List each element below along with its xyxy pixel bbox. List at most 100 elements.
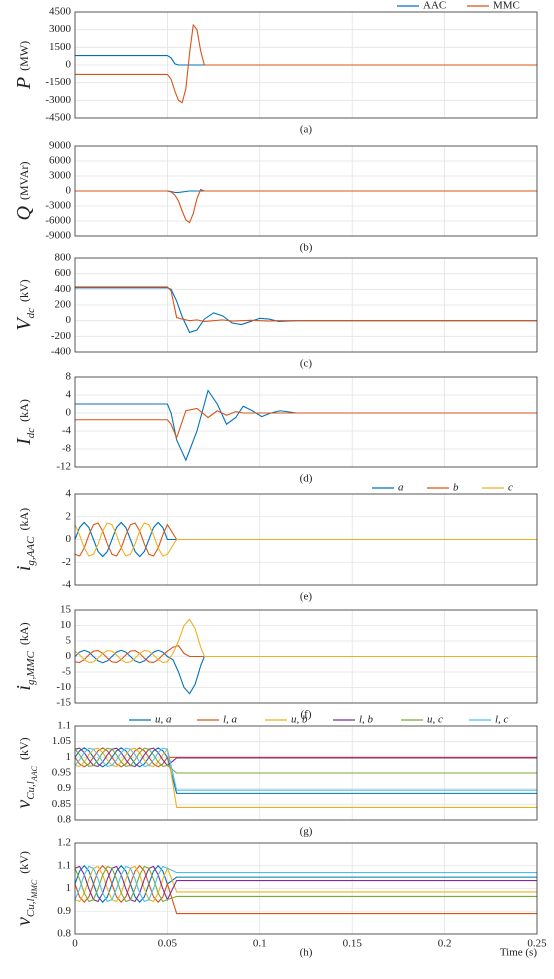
- series-line: [74, 747, 537, 768]
- x-tick-label: 0.15: [343, 938, 363, 950]
- legend-label: u, a: [155, 714, 172, 726]
- y-tick-label: 0.95: [52, 767, 72, 779]
- series-line: [75, 286, 537, 323]
- legend-label: l, c: [495, 714, 509, 726]
- plot-frame: [74, 376, 538, 468]
- y-tick-label: -4: [62, 579, 72, 591]
- y-tick-label: -3000: [45, 200, 71, 212]
- y-tick-label: 1: [66, 751, 72, 763]
- y-tick-label: -1500: [45, 76, 71, 88]
- y-label-symbol: I: [13, 437, 35, 446]
- y-tick-label: 1.1: [57, 859, 71, 871]
- series-line: [74, 747, 537, 791]
- series-line: [74, 747, 537, 794]
- series-line: [74, 865, 537, 903]
- y-label-sub: dc: [25, 428, 37, 439]
- y-label: Q (MVAr): [13, 162, 35, 221]
- series-line: [74, 865, 537, 903]
- y-unit: (MW): [17, 41, 31, 71]
- y-label-symbol: Q: [13, 205, 35, 220]
- x-tick-label: 0: [72, 938, 78, 950]
- series-line: [74, 522, 537, 557]
- plot-frame: [74, 11, 538, 119]
- y-label: ig,AAC (kA): [13, 508, 37, 571]
- y-tick-label: 0: [66, 59, 72, 71]
- x-tick-label: 0.25: [527, 938, 547, 950]
- legend-label: AAC: [423, 0, 446, 12]
- y-tick-label: -4500: [45, 112, 71, 124]
- y-tick-label: 0: [66, 533, 72, 545]
- y-tick-label: -15: [56, 697, 71, 709]
- plot-frame: [74, 493, 538, 586]
- y-label-symbol: v: [13, 917, 35, 926]
- y-unit: (kA): [17, 622, 31, 645]
- y-unit: (kV): [17, 737, 31, 760]
- y-tick-label: 4: [66, 488, 72, 500]
- y-tick-label: 0.9: [57, 782, 71, 794]
- y-tick-label: 0.85: [52, 798, 72, 810]
- series-line: [74, 864, 537, 903]
- y-tick-label: 1: [66, 882, 72, 894]
- y-tick-label: 10: [60, 619, 72, 631]
- y-label: ig,MMC (kA): [13, 622, 37, 690]
- y-tick-label: 1.05: [52, 735, 72, 747]
- y-unit: (kV): [17, 851, 31, 874]
- y-tick-label: 600: [55, 267, 72, 279]
- y-tick-label: 8: [66, 371, 72, 383]
- y-tick-label: 2: [66, 510, 72, 522]
- y-tick-label: 4500: [49, 6, 72, 18]
- plot-frame: [74, 842, 538, 935]
- legend-label: u, c: [427, 714, 443, 726]
- y-label: Vdc (kV): [13, 279, 37, 330]
- y-tick-label: 6000: [49, 155, 72, 167]
- y-tick-label: 200: [55, 299, 72, 311]
- series-line: [74, 645, 537, 664]
- y-tick-label: -200: [51, 330, 72, 342]
- series-line: [75, 188, 537, 224]
- y-tick-label: 0.9: [57, 905, 71, 917]
- y-tick-label: -400: [51, 346, 72, 358]
- y-tick-label: -3000: [45, 94, 71, 106]
- y-tick-label: 3000: [49, 170, 72, 182]
- legend-label: l, a: [223, 714, 238, 726]
- y-label-symbol: v: [13, 800, 35, 809]
- y-tick-label: 1500: [49, 41, 72, 53]
- series-line: [74, 865, 537, 903]
- y-tick-label: 0.8: [57, 928, 71, 940]
- series-line: [74, 747, 537, 774]
- series-line: [74, 618, 537, 664]
- caption: (h): [300, 947, 313, 959]
- y-label-symbol: V: [13, 316, 35, 331]
- y-tick-label: 1.1: [57, 720, 71, 732]
- y-label: P (MW): [13, 41, 35, 90]
- y-tick-label: 0: [66, 650, 72, 662]
- y-tick-label: -5: [62, 666, 72, 678]
- y-label-sub: g,MMC: [25, 650, 37, 685]
- y-tick-label: 0.8: [57, 814, 71, 826]
- legend-label: c: [508, 482, 513, 494]
- x-tick-label: 0.05: [158, 938, 178, 950]
- legend-label: a: [398, 482, 404, 494]
- y-label-symbol: i: [13, 685, 35, 691]
- caption: (f): [301, 709, 312, 721]
- y-unit: (kA): [17, 399, 31, 422]
- caption: (g): [300, 826, 313, 838]
- y-tick-label: -9000: [45, 230, 71, 242]
- y-tick-label: -12: [56, 461, 71, 473]
- y-label: vCu,lAAC (kV): [13, 737, 39, 808]
- caption: (e): [300, 591, 313, 603]
- series-line: [74, 865, 537, 903]
- y-tick-label: -4: [62, 425, 72, 437]
- legend-label: b: [453, 482, 459, 494]
- y-label: Idc (kA): [13, 399, 37, 446]
- y-tick-label: -2: [62, 556, 71, 568]
- plot-frame: [74, 725, 538, 821]
- y-label-symbol: i: [13, 566, 35, 572]
- series-line: [74, 521, 537, 558]
- y-label-symbol: P: [13, 77, 35, 90]
- caption: (d): [300, 473, 313, 485]
- x-tick-label: 0.2: [438, 938, 452, 950]
- y-label-sub: Cu,l: [25, 781, 37, 800]
- plot-frame: [74, 145, 538, 237]
- caption: (c): [300, 358, 313, 370]
